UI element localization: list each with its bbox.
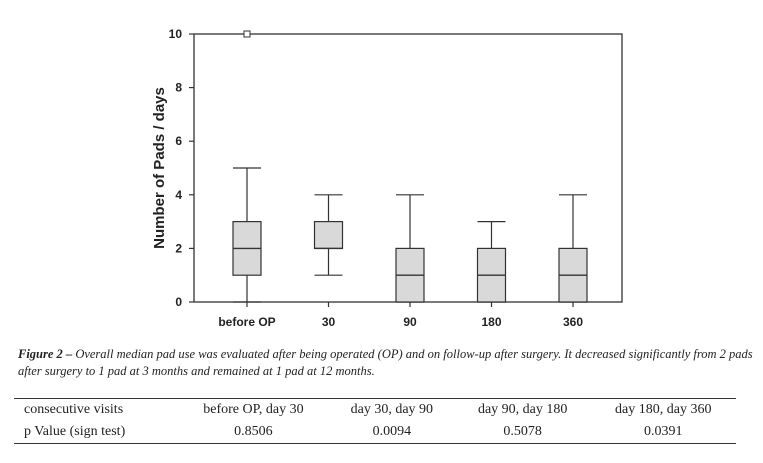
table-cell: before OP, day 30: [203, 402, 304, 417]
y-tick-label: 8: [175, 81, 182, 95]
table-cell: consecutive visits: [24, 402, 124, 417]
x-axis: before OP 30 90 180 360: [218, 302, 583, 329]
box-group: [558, 194, 588, 303]
x-tick-label: 360: [563, 315, 583, 329]
outlier-marker: [243, 30, 251, 38]
table-row: p Value (sign test) 0.8506 0.0094 0.5078…: [14, 421, 736, 444]
box-group: [313, 194, 344, 276]
table-cell: 0.0094: [372, 424, 412, 439]
y-tick-label: 2: [175, 241, 182, 255]
caption-lead: Figure 2 –: [18, 347, 73, 361]
x-tick-label: before OP: [218, 315, 275, 329]
table-cell: p Value (sign test): [24, 424, 126, 439]
table-cell: 0.8506: [234, 424, 273, 439]
table-cell: day 30, day 90: [350, 402, 434, 417]
x-tick-label: 180: [481, 315, 501, 329]
table-cell: 0.0391: [644, 424, 683, 439]
table-cell: day 90, day 180: [477, 402, 568, 417]
y-tick-label: 6: [175, 134, 182, 148]
y-axis-title: Number of Pads / days: [151, 87, 168, 249]
box-group: [395, 194, 425, 303]
figure-caption: Figure 2 – Overall median pad use was ev…: [18, 346, 753, 380]
y-tick-label: 10: [169, 27, 183, 41]
p-value-table: consecutive visits before OP, day 30 day…: [14, 398, 736, 444]
box-group: [232, 30, 262, 303]
caption-text: Overall median pad use was evaluated aft…: [18, 347, 753, 378]
table-header-row: consecutive visits before OP, day 30 day…: [14, 399, 736, 422]
boxplot-chart: Number of Pads / days 0 2 4 6 8 10 before OP 3…: [151, 27, 623, 329]
box-group: [476, 221, 507, 303]
y-tick-label: 0: [175, 295, 182, 309]
box: [313, 221, 344, 250]
y-tick-label: 4: [175, 188, 182, 202]
table-cell: day 180, day 360: [615, 402, 712, 417]
x-tick-label: 30: [322, 315, 336, 329]
x-tick-label: 90: [403, 315, 417, 329]
boxes-layer: [232, 30, 588, 303]
y-axis: 0 2 4 6 8 10: [169, 27, 194, 309]
table-cell: 0.5078: [503, 424, 542, 439]
